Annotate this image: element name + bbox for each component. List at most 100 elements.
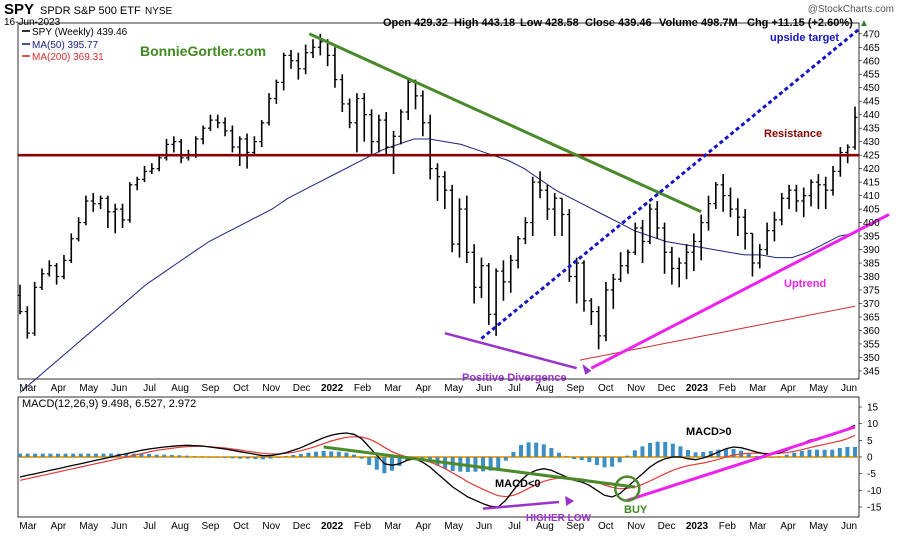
price-y-tick-label: 405 bbox=[863, 205, 880, 216]
price-x-tick-label: Nov bbox=[627, 383, 645, 394]
macd-histogram-bar bbox=[617, 457, 622, 463]
price-bar bbox=[500, 260, 506, 301]
site-label: BonnieGortler.com bbox=[140, 43, 266, 59]
price-bar bbox=[530, 176, 536, 237]
quote-change: Chg +11.15 (+2.60%) bbox=[747, 17, 853, 29]
price-bar bbox=[698, 214, 704, 261]
price-x-tick-label: Aug bbox=[536, 383, 554, 394]
price-bar bbox=[559, 197, 565, 237]
watermark: @StockCharts.com bbox=[808, 4, 894, 15]
higher-low-label: HIGHER LOW bbox=[526, 513, 592, 524]
price-bar bbox=[456, 198, 462, 258]
price-bar bbox=[39, 268, 45, 290]
price-bar bbox=[149, 163, 155, 175]
price-bar bbox=[259, 120, 265, 148]
macd-marks bbox=[18, 424, 859, 510]
divergence-arrow-line bbox=[444, 331, 577, 370]
price-bar bbox=[76, 217, 82, 242]
quote-open: Open 429.32 bbox=[383, 17, 448, 29]
macd-histogram-bar bbox=[200, 456, 205, 458]
price-bar bbox=[471, 244, 477, 304]
macd-below-zero-label: MACD<0 bbox=[495, 478, 541, 490]
price-x-tick-label: Nov bbox=[262, 383, 280, 394]
price-y-tick-label: 420 bbox=[863, 164, 880, 175]
price-bar bbox=[691, 233, 697, 272]
price-bar bbox=[295, 52, 301, 80]
price-bar bbox=[764, 222, 770, 255]
macd-histogram-bar bbox=[784, 454, 789, 457]
macd-x-tick-label: Sep bbox=[202, 521, 220, 532]
macd-histogram-bar bbox=[655, 441, 660, 457]
price-marks bbox=[17, 27, 890, 393]
macd-x-tick-label: Feb bbox=[354, 521, 372, 532]
price-bar bbox=[32, 281, 38, 336]
exchange-name: NYSE bbox=[145, 6, 173, 17]
price-y-tick-label: 355 bbox=[863, 339, 880, 350]
macd-histogram-bar bbox=[40, 453, 45, 457]
price-bar bbox=[46, 260, 52, 277]
higher-low-arrow-head bbox=[565, 496, 575, 506]
price-bar bbox=[120, 203, 126, 228]
macd-histogram-bar bbox=[678, 446, 683, 457]
macd-histogram-bar bbox=[25, 453, 30, 457]
macd-histogram-bar bbox=[496, 457, 501, 469]
price-bar bbox=[735, 198, 741, 237]
macd-histogram-bar bbox=[648, 443, 653, 457]
price-x-tick-label: Feb bbox=[719, 383, 737, 394]
macd-histogram-bar bbox=[587, 457, 592, 462]
macd-y-tick-label: -10 bbox=[867, 486, 882, 497]
security-name: SPDR S&P 500 ETF bbox=[40, 5, 141, 17]
price-bar bbox=[618, 252, 624, 282]
price-x-tick-label: May bbox=[444, 383, 463, 394]
macd-uptrend-line bbox=[626, 425, 856, 502]
price-x-tick-label: Jun bbox=[476, 383, 492, 394]
macd-x-tick-label: Oct bbox=[598, 521, 614, 532]
macd-histogram-bar bbox=[336, 451, 341, 457]
macd-x-tick-label: Oct bbox=[233, 521, 249, 532]
macd-histogram-bar bbox=[18, 453, 22, 457]
macd-x-tick-label: Aug bbox=[171, 521, 189, 532]
macd-y-tick-label: 0 bbox=[867, 453, 873, 464]
macd-histogram-bar bbox=[807, 449, 812, 457]
macd-histogram-bar bbox=[367, 457, 372, 465]
macd-histogram-bar bbox=[298, 454, 303, 457]
macd-histogram-bar bbox=[344, 452, 349, 457]
price-y-tick-label: 465 bbox=[863, 43, 880, 54]
buy-label: BUY bbox=[624, 504, 648, 516]
ma50-line bbox=[19, 138, 856, 393]
price-bar bbox=[676, 257, 682, 288]
price-x-tick-label: Dec bbox=[293, 383, 311, 394]
price-bar bbox=[266, 93, 272, 126]
price-y-tick-label: 385 bbox=[863, 259, 880, 270]
price-bar bbox=[662, 222, 668, 274]
macd-histogram-bar bbox=[670, 443, 675, 457]
price-bar bbox=[779, 192, 785, 226]
price-bar bbox=[222, 117, 228, 137]
macd-histogram-bar bbox=[420, 457, 425, 459]
price-y-tick-label: 400 bbox=[863, 218, 880, 229]
macd-x-tick-label: May bbox=[79, 521, 98, 532]
macd-histogram-bar bbox=[207, 457, 212, 458]
price-bar bbox=[288, 49, 294, 69]
macd-histogram-bar bbox=[215, 457, 220, 458]
price-y-tick-label: 450 bbox=[863, 83, 880, 94]
price-bar bbox=[427, 114, 433, 180]
macd-downtrend-line bbox=[323, 445, 636, 489]
price-y-tick-label: 390 bbox=[863, 245, 880, 256]
quote-high: High 443.18 bbox=[454, 17, 515, 29]
price-bar bbox=[720, 174, 726, 212]
macd-histogram-bar bbox=[526, 442, 531, 457]
macd-histogram-bar bbox=[845, 447, 850, 457]
legend-spy: SPY (Weekly) 439.46 bbox=[32, 27, 128, 38]
macd-x-tick-label: Jun bbox=[476, 521, 492, 532]
price-bar bbox=[237, 136, 243, 166]
macd-histogram-bar bbox=[245, 457, 250, 459]
macd-histogram-bar bbox=[549, 448, 554, 457]
macd-histogram-bar bbox=[374, 457, 379, 470]
price-bar bbox=[369, 109, 375, 156]
price-bar bbox=[405, 79, 411, 121]
macd-x-tick-label: Mar bbox=[384, 521, 402, 532]
uptrend-label: Uptrend bbox=[784, 278, 826, 290]
legend-ma200: MA(200) 369.31 bbox=[32, 52, 104, 63]
price-bar bbox=[793, 184, 799, 212]
